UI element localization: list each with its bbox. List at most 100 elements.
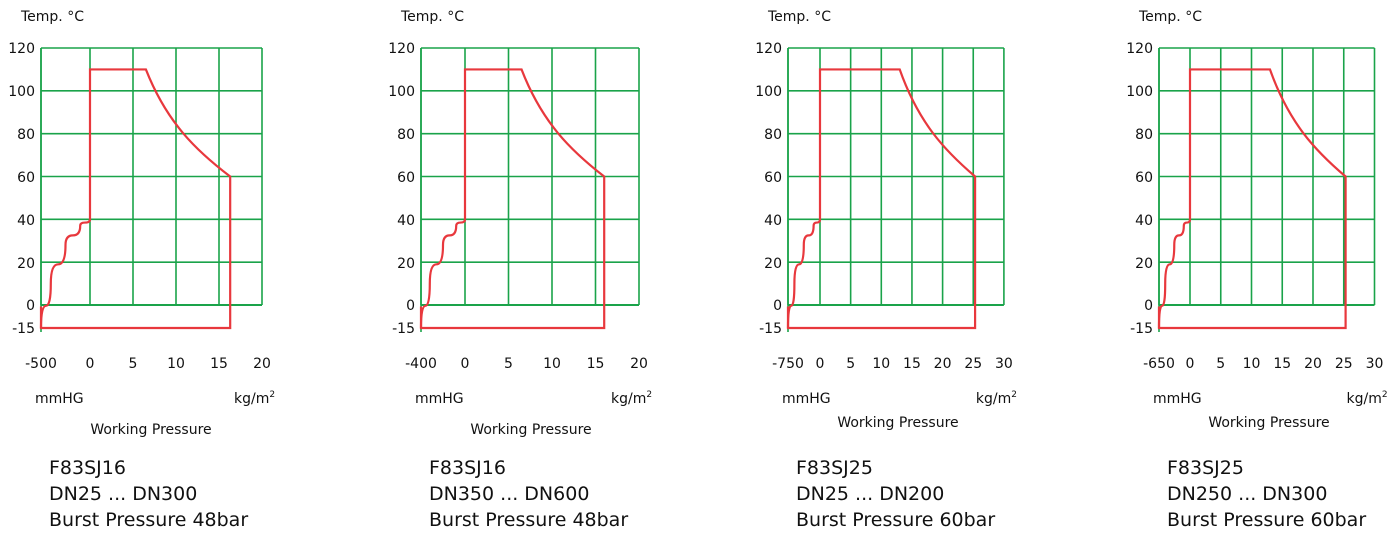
x-tick-label: 25 bbox=[964, 356, 982, 372]
y-tick-label: 0 bbox=[406, 298, 415, 314]
y-tick-label: 100 bbox=[755, 84, 782, 100]
x-tick-label: 20 bbox=[630, 356, 648, 372]
caption-range: DN250 ... DN300 bbox=[1167, 483, 1327, 505]
y-tick-label: 0 bbox=[1144, 298, 1153, 314]
x-unit-right: kg/m2 bbox=[1347, 390, 1388, 407]
x-axis-title: Working Pressure bbox=[837, 415, 958, 431]
y-tick-label: 60 bbox=[764, 170, 782, 186]
y-tick-label: 60 bbox=[1135, 170, 1153, 186]
x-unit-left: mmHG bbox=[415, 391, 464, 407]
y-tick-label: 20 bbox=[17, 256, 35, 272]
x-tick-label: 10 bbox=[1243, 356, 1261, 372]
caption-range: DN25 ... DN200 bbox=[796, 483, 944, 505]
x-tick-label: 25 bbox=[1335, 356, 1353, 372]
x-tick-label: 0 bbox=[1186, 356, 1195, 372]
y-tick-label: 80 bbox=[1135, 127, 1153, 143]
y-tick-label: -15 bbox=[12, 321, 35, 337]
y-tick-label: 40 bbox=[764, 213, 782, 229]
x-unit-right: kg/m2 bbox=[611, 390, 652, 407]
y-tick-label: 80 bbox=[397, 127, 415, 143]
caption-model: F83SJ25 bbox=[796, 457, 873, 479]
y-tick-label: -15 bbox=[1130, 321, 1153, 337]
x-tick-label: 10 bbox=[167, 356, 185, 372]
y-tick-label: 120 bbox=[8, 41, 35, 57]
caption-burst: Burst Pressure 48bar bbox=[429, 509, 628, 531]
y-tick-label: 80 bbox=[764, 127, 782, 143]
y-axis-title: Temp. °C bbox=[767, 9, 831, 25]
x-axis-title: Working Pressure bbox=[90, 422, 211, 438]
chart-panel-1: -15 0 20 40 60 80 100 120 -500 0 5 10 15 20 Temp. °C mm… bbox=[8, 9, 275, 531]
x-tick-label: -500 bbox=[25, 356, 57, 372]
x-tick-label: 5 bbox=[846, 356, 855, 372]
x-tick-label: 30 bbox=[1366, 356, 1384, 372]
y-tick-label: 20 bbox=[764, 256, 782, 272]
x-tick-label: 0 bbox=[816, 356, 825, 372]
y-tick-label: 120 bbox=[1126, 41, 1153, 57]
y-tick-label: 0 bbox=[26, 298, 35, 314]
y-tick-label: 40 bbox=[17, 213, 35, 229]
x-tick-label: 20 bbox=[253, 356, 271, 372]
x-unit-left: mmHG bbox=[782, 391, 831, 407]
y-tick-label: 20 bbox=[397, 256, 415, 272]
x-tick-label: 0 bbox=[86, 356, 95, 372]
chart-panel-2: -15 0 20 40 60 80 100 120 -400 0 5 10 15 20 Temp. °C mm… bbox=[388, 9, 652, 531]
y-axis-title: Temp. °C bbox=[1138, 9, 1202, 25]
caption-model: F83SJ16 bbox=[49, 457, 126, 479]
x-tick-label: 15 bbox=[587, 356, 605, 372]
y-tick-label: -15 bbox=[759, 321, 782, 337]
y-tick-label: 100 bbox=[388, 84, 415, 100]
vacuum-curve bbox=[786, 219, 822, 329]
y-tick-label: 120 bbox=[388, 41, 415, 57]
x-tick-label: 30 bbox=[995, 356, 1013, 372]
x-tick-label: 5 bbox=[504, 356, 513, 372]
y-tick-label: 60 bbox=[17, 170, 35, 186]
x-axis-title: Working Pressure bbox=[470, 422, 591, 438]
x-tick-label: 20 bbox=[934, 356, 952, 372]
caption-model: F83SJ16 bbox=[429, 457, 506, 479]
x-tick-label: 15 bbox=[1273, 356, 1291, 372]
y-axis-title: Temp. °C bbox=[400, 9, 464, 25]
pressure-envelope bbox=[39, 68, 232, 330]
y-axis-title: Temp. °C bbox=[20, 9, 84, 25]
vacuum-curve bbox=[39, 219, 92, 329]
y-tick-label: -15 bbox=[392, 321, 415, 337]
caption-burst: Burst Pressure 48bar bbox=[49, 509, 248, 531]
x-unit-right: kg/m2 bbox=[234, 390, 275, 407]
x-tick-label: 10 bbox=[872, 356, 890, 372]
y-tick-label: 120 bbox=[755, 41, 782, 57]
x-tick-label: 20 bbox=[1304, 356, 1322, 372]
x-tick-label: 15 bbox=[210, 356, 228, 372]
y-tick-label: 80 bbox=[17, 127, 35, 143]
y-tick-label: 60 bbox=[397, 170, 415, 186]
x-tick-label: -750 bbox=[772, 356, 804, 372]
x-unit-left: mmHG bbox=[1153, 391, 1202, 407]
pressure-envelope bbox=[1157, 68, 1347, 330]
y-tick-label: 0 bbox=[773, 298, 782, 314]
y-tick-label: 40 bbox=[397, 213, 415, 229]
vacuum-curve bbox=[419, 219, 467, 329]
x-tick-label: 15 bbox=[903, 356, 921, 372]
x-unit-right: kg/m2 bbox=[976, 390, 1017, 407]
x-tick-label: 10 bbox=[543, 356, 561, 372]
y-tick-label: 100 bbox=[1126, 84, 1153, 100]
chart-panel-4: -15 0 20 40 60 80 100 120 -650 0 5 10 15 20 25 30 Temp. … bbox=[1126, 9, 1387, 531]
caption-model: F83SJ25 bbox=[1167, 457, 1244, 479]
x-unit-left: mmHG bbox=[35, 391, 84, 407]
x-axis-title: Working Pressure bbox=[1208, 415, 1329, 431]
vacuum-curve bbox=[1157, 219, 1192, 329]
pressure-envelope bbox=[419, 68, 606, 330]
y-tick-label: 20 bbox=[1135, 256, 1153, 272]
x-tick-label: 5 bbox=[129, 356, 138, 372]
caption-range: DN350 ... DN600 bbox=[429, 483, 589, 505]
caption-burst: Burst Pressure 60bar bbox=[796, 509, 995, 531]
x-tick-label: 0 bbox=[461, 356, 470, 372]
y-tick-label: 40 bbox=[1135, 213, 1153, 229]
y-tick-label: 100 bbox=[8, 84, 35, 100]
chart-panel-3: -15 0 20 40 60 80 100 120 -750 0 5 10 15 20 25 30 Temp. … bbox=[755, 9, 1017, 531]
x-tick-label: 5 bbox=[1216, 356, 1225, 372]
caption-burst: Burst Pressure 60bar bbox=[1167, 509, 1366, 531]
x-tick-label: -650 bbox=[1143, 356, 1175, 372]
x-tick-label: -400 bbox=[405, 356, 437, 372]
caption-range: DN25 ... DN300 bbox=[49, 483, 197, 505]
